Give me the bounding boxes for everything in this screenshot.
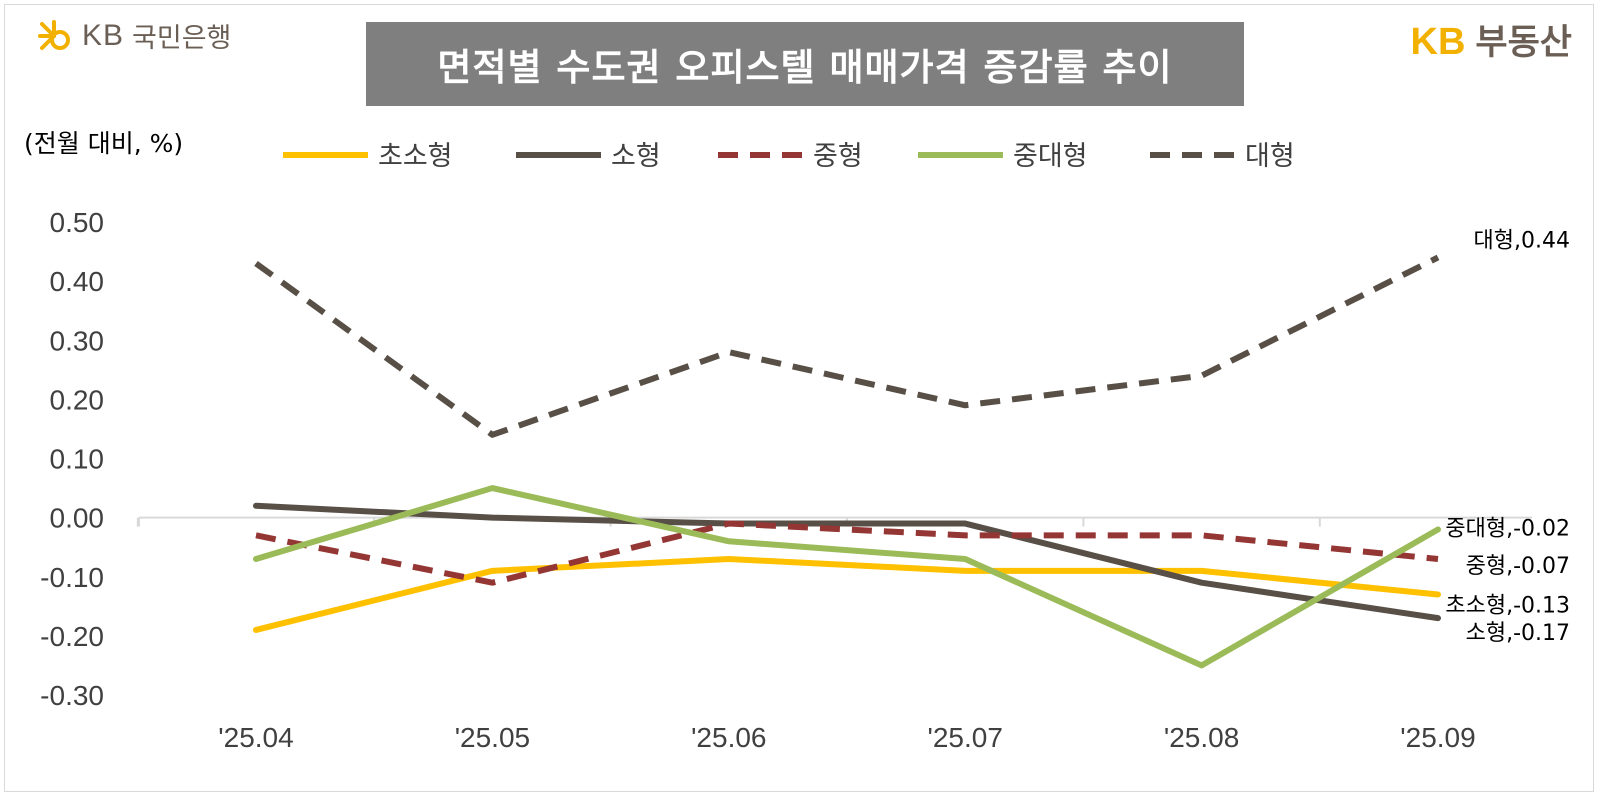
series-line-1 [253,556,1441,633]
legend-label: 중형 [813,141,863,172]
y-tick-label: 0.20 [50,384,105,415]
y-tick-label: -0.10 [40,562,104,593]
x-tick-label: '25.05 [455,722,530,753]
y-tick-label: 0.40 [50,266,105,297]
y-tick-label: 0.10 [50,444,105,475]
y-tick-label: 0.50 [50,207,105,238]
kb-bank-logo: KB 국민은행 [38,16,231,55]
end-data-label: 초소형,-0.13 [1445,593,1570,618]
legend-label: 초소형 [378,141,453,172]
legend-label: 소형 [611,141,661,172]
y-tick-label: -0.20 [40,621,104,652]
series-line-5 [254,254,1440,438]
end-data-label: 중대형,-0.02 [1445,516,1570,541]
kb-star-icon [38,19,70,50]
series-line-2 [253,502,1441,622]
bank-kb-text: KB [82,18,125,52]
legend-label: 중대형 [1013,141,1088,172]
x-tick-label: '25.07 [927,722,1002,753]
legend-label: 대형 [1245,141,1295,172]
end-data-label: 대형,0.44 [1474,228,1570,253]
chart-title: 면적별 수도권 오피스텔 매매가격 증감률 추이 [437,46,1173,89]
x-tick-label: '25.09 [1400,722,1475,753]
series-line-4 [253,485,1441,669]
end-data-label: 중형,-0.07 [1466,554,1570,579]
series-line-3 [255,520,1439,586]
bank-name: 국민은행 [132,23,232,54]
land-name: 부동산 [1475,23,1572,63]
x-tick-label: '25.08 [1164,722,1239,753]
x-tick-label: '25.04 [218,722,293,753]
land-kb-text: KB [1410,21,1466,63]
y-tick-label: 0.00 [50,503,105,534]
chart-frame [4,4,1594,792]
x-tick-label: '25.06 [691,722,766,753]
y-axis-unit: (전월 대비, %) [24,129,184,158]
kb-land-logo: KB 부동산 [1411,14,1573,65]
y-tick-label: -0.30 [40,680,104,711]
end-data-label: 소형,-0.17 [1466,621,1570,646]
chart-title-box: 면적별 수도권 오피스텔 매매가격 증감률 추이 [366,22,1244,106]
y-tick-label: 0.30 [50,325,105,356]
